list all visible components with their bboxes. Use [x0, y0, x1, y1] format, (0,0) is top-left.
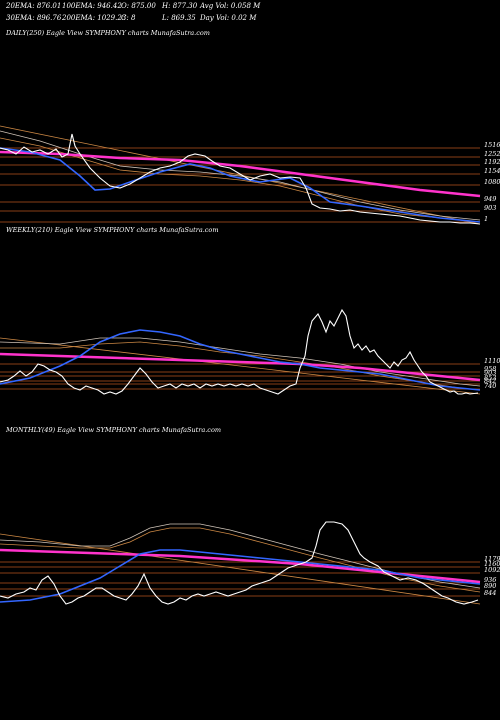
- level-label: 1160: [484, 560, 500, 568]
- ema-long-line: [0, 150, 481, 198]
- ema-long-line: [0, 548, 481, 584]
- ema-diagonal-line: [0, 533, 481, 605]
- header-avg-vol: Avg Vol: 0.058 M: [200, 2, 261, 10]
- level-label: 890: [484, 582, 496, 590]
- monthly-chart-title: MONTHLY(49) Eagle View SYMPHONY charts M…: [5, 426, 221, 434]
- ema-mid-line: [0, 130, 481, 221]
- ema-diagonal-line: [0, 337, 481, 395]
- level-label: 958: [484, 365, 496, 373]
- weekly-chart-panel: WEEKLY(210) Eagle View SYMPHONY charts M…: [0, 226, 500, 395]
- ema-short-line: [0, 329, 481, 391]
- header-30ema: 30EMA: 896.76: [6, 14, 62, 22]
- price-line: [0, 521, 479, 605]
- level-label: 1192: [484, 158, 500, 166]
- level-label: 1092: [484, 566, 500, 574]
- ema-mid2-line: [0, 137, 481, 223]
- level-label: 936: [484, 576, 496, 584]
- ema-diagonal-line: [0, 125, 481, 225]
- level-label: 1154: [484, 167, 500, 175]
- price-line: [0, 133, 481, 225]
- header-200ema: 200EMA: 1029.23: [62, 14, 127, 22]
- level-label: 842: [484, 377, 496, 385]
- level-label: 853: [484, 374, 496, 382]
- header-20ema: 20EMA: 876.01: [6, 2, 62, 10]
- monthly-chart-panel: MONTHLY(49) Eagle View SYMPHONY charts M…: [0, 426, 500, 605]
- level-label: 949: [484, 195, 496, 203]
- daily-chart-title: DAILY(250) Eagle View SYMPHONY charts Mu…: [5, 29, 210, 37]
- level-label: 1252: [484, 150, 500, 158]
- header-close: C: 8: [121, 14, 136, 22]
- ema-short-line: [0, 147, 481, 223]
- level-label: 903: [484, 369, 496, 377]
- chart-series-group: [0, 125, 481, 225]
- ema-short-line: [0, 549, 481, 603]
- level-label: 1080: [484, 178, 500, 186]
- chart-series-group: [0, 521, 481, 605]
- ema-mid-line: [0, 523, 481, 589]
- level-label: 1: [484, 215, 488, 223]
- header-high: H: 877.30: [162, 2, 198, 10]
- level-label: 740: [484, 382, 496, 390]
- level-label: 844: [484, 589, 496, 597]
- level-label: 1516: [484, 141, 500, 149]
- price-line: [0, 308, 479, 395]
- weekly-chart-title: WEEKLY(210) Eagle View SYMPHONY charts M…: [6, 226, 219, 234]
- header-open: O: 875.00: [121, 2, 156, 10]
- chart-series-group: [0, 308, 481, 395]
- level-label: 1110: [484, 357, 500, 365]
- header-100ema: 100EMA: 946.42: [62, 2, 122, 10]
- header-low: L: 869.35: [162, 14, 196, 22]
- level-label: 1179: [484, 555, 500, 563]
- header-day-vol: Day Vol: 0.02 M: [200, 14, 257, 22]
- daily-chart-panel: DAILY(250) Eagle View SYMPHONY charts Mu…: [0, 29, 500, 225]
- level-label: 903: [484, 204, 496, 212]
- ema-mid-line: [0, 337, 481, 387]
